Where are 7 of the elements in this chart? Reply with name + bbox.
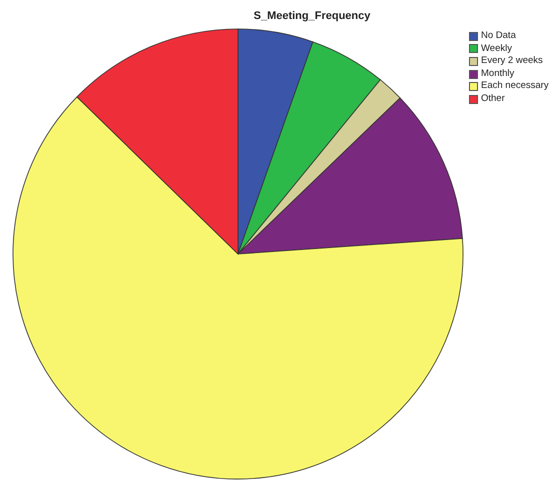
legend-label: Each necessary	[481, 80, 549, 93]
legend-label: Every 2 weeks	[481, 55, 543, 68]
chart-title: S_Meeting_Frequency	[252, 10, 372, 22]
legend-label: No Data	[481, 30, 516, 43]
legend-label: Weekly	[481, 42, 512, 56]
legend-label: Other	[481, 92, 505, 106]
legend-label: Monthly	[481, 68, 514, 80]
